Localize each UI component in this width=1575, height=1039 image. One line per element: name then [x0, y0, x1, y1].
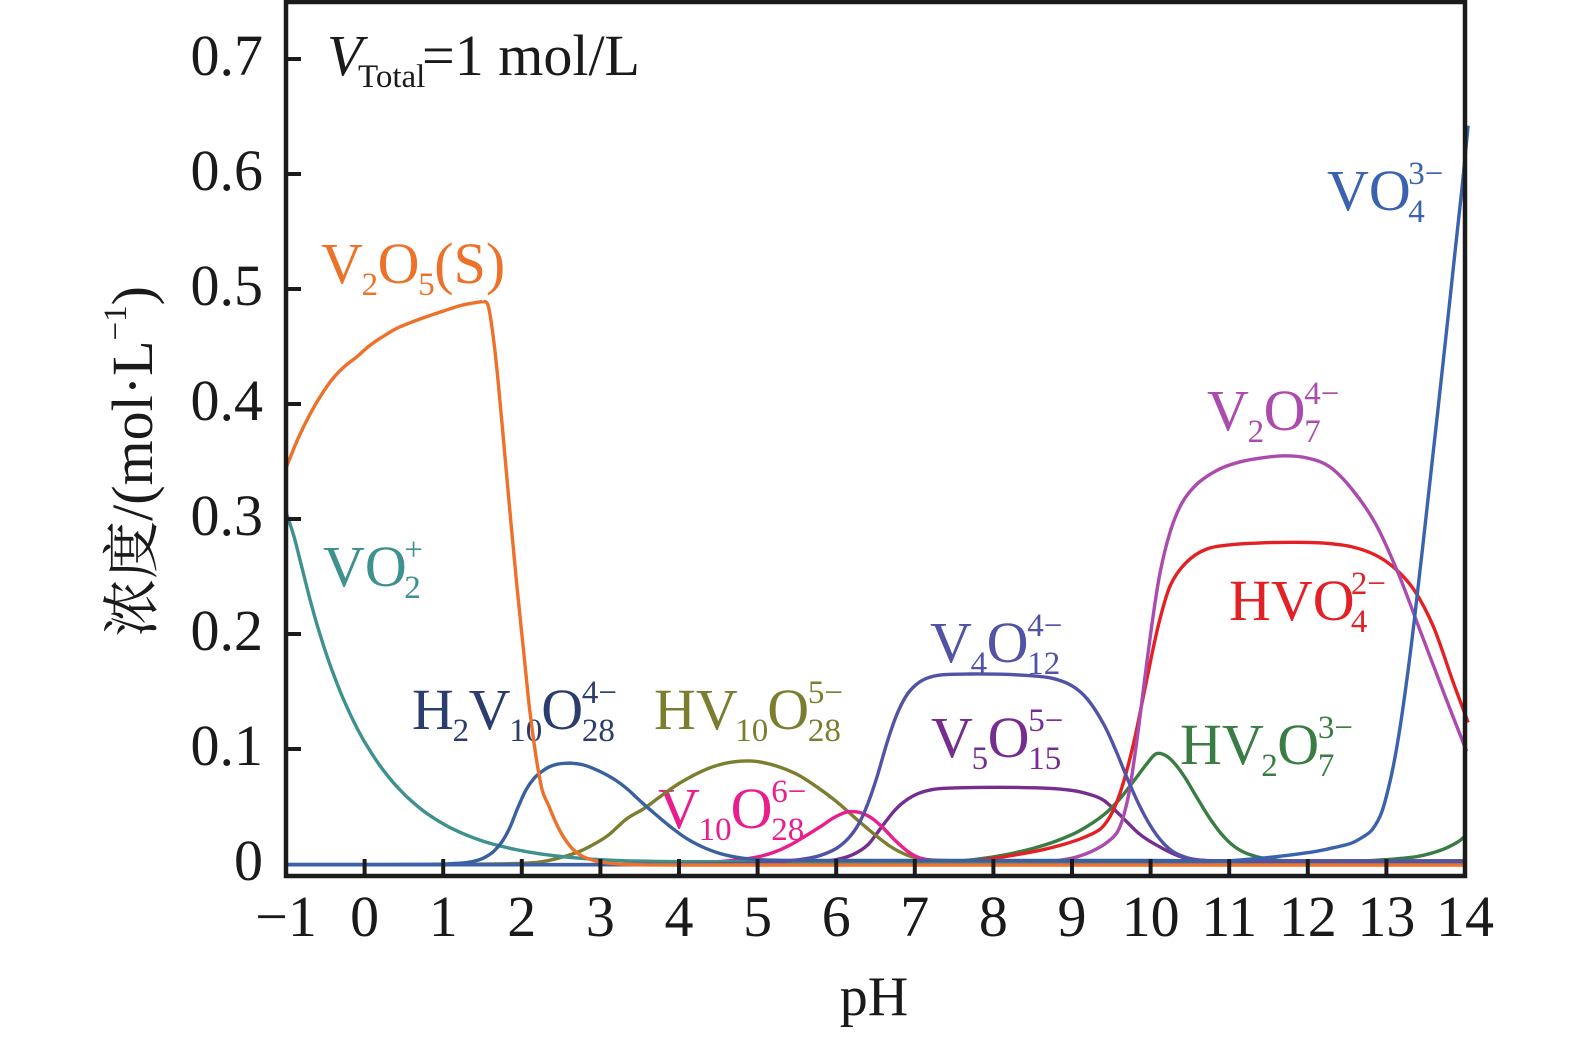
- svg-text:0.4: 0.4: [191, 368, 264, 433]
- svg-text:O: O: [1264, 378, 1306, 443]
- svg-text:V: V: [1207, 378, 1249, 443]
- svg-text:(S): (S): [434, 231, 505, 296]
- svg-text:V: V: [931, 705, 973, 770]
- svg-text:H: H: [412, 677, 454, 742]
- svg-text:4: 4: [1351, 604, 1368, 640]
- svg-text:/(mol·L: /(mol·L: [100, 340, 165, 520]
- svg-text:2: 2: [453, 713, 470, 749]
- svg-text:0.5: 0.5: [191, 253, 264, 318]
- svg-text:0.3: 0.3: [191, 483, 264, 548]
- svg-text:3−: 3−: [1408, 156, 1443, 192]
- svg-text:8: 8: [979, 884, 1008, 949]
- svg-text:15: 15: [1028, 741, 1061, 777]
- svg-text:2: 2: [362, 267, 379, 303]
- svg-text:4: 4: [665, 884, 694, 949]
- svg-text:28: 28: [771, 812, 804, 848]
- svg-text:−1: −1: [98, 305, 134, 340]
- svg-text:O: O: [731, 776, 773, 841]
- svg-text:10: 10: [509, 713, 542, 749]
- svg-text:V: V: [658, 776, 700, 841]
- svg-text:Total: Total: [358, 59, 425, 95]
- svg-text:pH: pH: [840, 966, 908, 1028]
- svg-text:6−: 6−: [771, 774, 806, 810]
- svg-text:−1: −1: [255, 884, 317, 949]
- svg-text:0.1: 0.1: [191, 713, 264, 778]
- svg-text:5: 5: [743, 884, 772, 949]
- svg-text:7: 7: [1318, 748, 1335, 784]
- svg-text:1: 1: [429, 884, 458, 949]
- svg-text:4: 4: [1408, 194, 1425, 230]
- svg-text:2: 2: [1248, 414, 1265, 450]
- svg-text:28: 28: [808, 713, 841, 749]
- svg-text:5−: 5−: [1028, 703, 1063, 739]
- svg-text:2: 2: [404, 570, 421, 606]
- svg-text:4−: 4−: [582, 675, 617, 711]
- svg-text:11: 11: [1201, 884, 1257, 949]
- svg-text:0.6: 0.6: [191, 138, 264, 203]
- svg-text:V: V: [327, 23, 369, 88]
- svg-text:): ): [100, 286, 165, 305]
- svg-text:0.7: 0.7: [191, 23, 264, 88]
- svg-text:0.2: 0.2: [191, 598, 264, 663]
- svg-text:7: 7: [900, 884, 929, 949]
- svg-text:28: 28: [582, 713, 615, 749]
- svg-text:V: V: [930, 610, 972, 675]
- svg-text:=1 mol/L: =1 mol/L: [422, 23, 640, 88]
- svg-text:4: 4: [971, 646, 988, 682]
- svg-text:0: 0: [234, 828, 263, 893]
- svg-text:10: 10: [699, 812, 732, 848]
- svg-text:2−: 2−: [1351, 566, 1386, 602]
- svg-text:O: O: [988, 705, 1030, 770]
- svg-text:HV: HV: [654, 677, 738, 742]
- svg-text:+: +: [404, 532, 423, 568]
- svg-text:4−: 4−: [1304, 376, 1339, 412]
- svg-text:5−: 5−: [808, 675, 843, 711]
- svg-text:O: O: [378, 231, 420, 296]
- svg-text:HVO: HVO: [1229, 568, 1355, 633]
- svg-text:3−: 3−: [1318, 710, 1353, 746]
- svg-text:O: O: [1277, 712, 1319, 777]
- svg-text:6: 6: [822, 884, 851, 949]
- svg-text:O: O: [987, 610, 1029, 675]
- svg-text:V: V: [469, 677, 511, 742]
- svg-text:O: O: [767, 677, 809, 742]
- svg-text:VO: VO: [323, 534, 407, 599]
- svg-text:13: 13: [1357, 884, 1415, 949]
- svg-text:14: 14: [1436, 884, 1494, 949]
- svg-text:3: 3: [586, 884, 615, 949]
- svg-text:HV: HV: [1180, 712, 1264, 777]
- svg-text:5: 5: [972, 741, 989, 777]
- svg-text:7: 7: [1304, 414, 1321, 450]
- svg-text:12: 12: [1279, 884, 1337, 949]
- svg-text:10: 10: [735, 713, 768, 749]
- svg-text:10: 10: [1122, 884, 1180, 949]
- svg-text:9: 9: [1058, 884, 1087, 949]
- svg-text:2: 2: [507, 884, 536, 949]
- svg-text:V: V: [321, 231, 363, 296]
- svg-text:2: 2: [1261, 748, 1278, 784]
- svg-text:5: 5: [418, 267, 435, 303]
- svg-text:0: 0: [350, 884, 379, 949]
- svg-text:O: O: [541, 677, 583, 742]
- svg-text:4−: 4−: [1027, 608, 1062, 644]
- svg-text:VO: VO: [1327, 158, 1411, 223]
